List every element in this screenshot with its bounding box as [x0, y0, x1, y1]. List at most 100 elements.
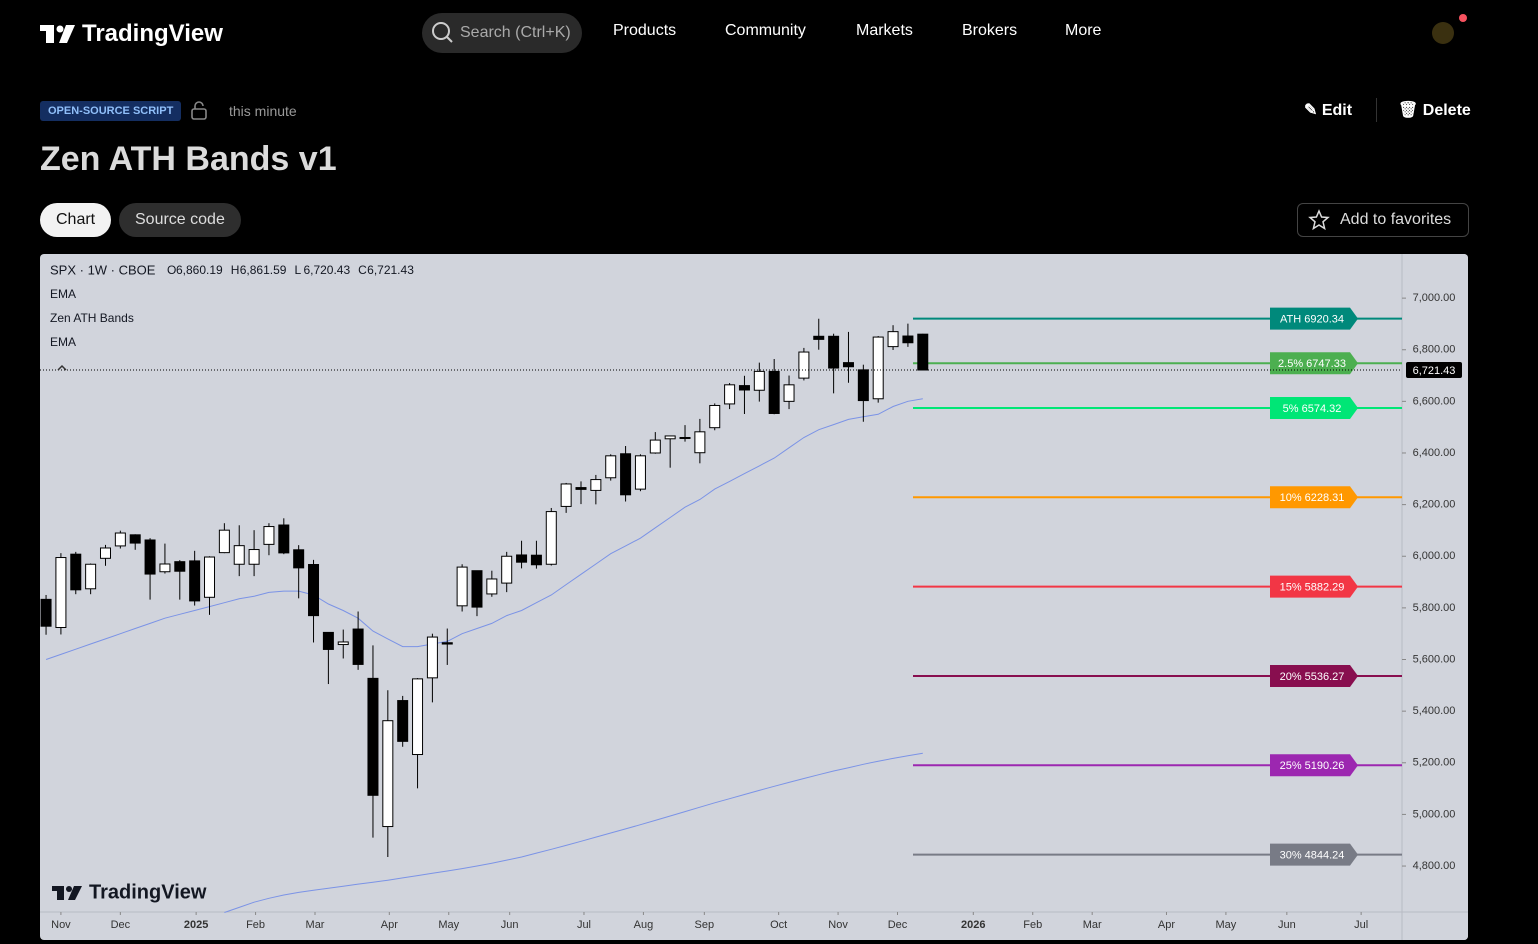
nav-item[interactable]: Markets: [856, 22, 913, 39]
y-tick-label: 5,800.00: [1413, 602, 1456, 614]
candle-body: [426, 636, 438, 679]
band-label: 20% 5536.27: [1280, 671, 1345, 683]
x-tick-label: 2025: [184, 919, 208, 931]
candle-body: [709, 404, 721, 429]
candle-body: [382, 720, 394, 828]
delete-label: Delete: [1422, 102, 1471, 119]
y-tick-label: 5,400.00: [1413, 705, 1456, 717]
candle-body: [902, 335, 914, 344]
x-tick-label: Sep: [695, 919, 715, 931]
candle-body: [441, 642, 453, 645]
candle-body: [768, 370, 780, 414]
candle-body: [813, 335, 825, 340]
logo[interactable]: TradingView: [40, 20, 223, 48]
y-tick-label: 6,800.00: [1413, 344, 1456, 356]
candle-body: [189, 560, 201, 602]
favorite-label: Add to favorites: [1340, 211, 1452, 228]
watermark: TradingView: [89, 881, 207, 903]
y-tick-label: 5,000.00: [1413, 808, 1456, 820]
band-label-box: [1270, 754, 1358, 777]
candle-body: [486, 578, 498, 595]
candle-body: [738, 385, 750, 391]
candle-body: [159, 563, 171, 573]
edit-button[interactable]: ✎ Edit: [1304, 102, 1353, 119]
candle-body: [590, 479, 602, 491]
y-tick-label: 6,400.00: [1413, 447, 1456, 459]
candle-body: [634, 455, 646, 490]
candle-body: [233, 545, 245, 565]
candle-body: [293, 549, 305, 569]
candle-body: [545, 511, 557, 565]
candle-body: [174, 561, 186, 572]
x-tick-label: Feb: [1023, 919, 1042, 931]
legend-item: Zen ATH Bands: [50, 311, 134, 325]
chart: 4,800.00 5,000.00 5,200.00 5,400.00 5,600.00…: [40, 254, 1468, 940]
candle-body: [753, 370, 765, 391]
candle-body: [694, 431, 706, 454]
x-tick-label: Oct: [770, 919, 787, 931]
x-tick-label: Jul: [1354, 919, 1368, 931]
nav-item[interactable]: Community: [725, 22, 806, 39]
search[interactable]: Search (Ctrl+K): [422, 13, 582, 53]
band-label: 2.5% 6747.33: [1278, 358, 1346, 370]
favorite-button[interactable]: Add to favorites: [1297, 203, 1469, 237]
nav-item[interactable]: Brokers: [962, 22, 1018, 39]
tab-active[interactable]: Chart: [40, 203, 112, 237]
candle-body: [530, 554, 542, 566]
candle-body: [218, 529, 230, 554]
y-tick-label: 4,800.00: [1413, 860, 1456, 872]
x-tick-label: May: [438, 919, 459, 931]
band-label-box: [1270, 396, 1358, 419]
candle-body: [367, 677, 379, 796]
candle-body: [85, 563, 97, 590]
collapse-arrow: [57, 364, 67, 371]
candle-body: [278, 524, 290, 554]
nav-item[interactable]: More: [1065, 22, 1102, 39]
x-tick-label: Feb: [246, 919, 265, 931]
candle-body: [887, 331, 899, 348]
last-price-box: [1406, 361, 1462, 378]
y-tick-label: 6,600.00: [1413, 395, 1456, 407]
candle-body: [322, 631, 334, 650]
x-tick-label: Jun: [1278, 919, 1296, 931]
x-tick-label: Jun: [501, 919, 519, 931]
candle-body: [55, 557, 67, 629]
candle-body: [412, 678, 424, 756]
tab[interactable]: Source code: [119, 203, 241, 237]
y-tick-label: 6,200.00: [1413, 499, 1456, 511]
candle-body: [724, 384, 736, 405]
x-tick-label: Apr: [1158, 919, 1175, 931]
band-label-box: [1270, 486, 1358, 509]
ohlc-key: O: [167, 263, 176, 277]
y-tick-label: 6,000.00: [1413, 550, 1456, 562]
lock-icon: [191, 101, 207, 120]
band-label-box: [1270, 575, 1358, 598]
ohlc-key: L: [294, 263, 301, 277]
candle-body: [575, 487, 587, 490]
band-label-box: [1270, 352, 1358, 375]
star-icon: [1308, 209, 1330, 231]
x-tick-label: Nov: [51, 919, 71, 931]
nav-item[interactable]: Products: [613, 22, 677, 39]
price-axis: [1402, 254, 1468, 940]
timestamp: this minute: [229, 103, 297, 119]
avatar[interactable]: [1432, 22, 1454, 44]
candle-body: [456, 566, 468, 607]
candle-body: [144, 539, 156, 575]
x-tick-label: Aug: [634, 919, 654, 931]
delete-button[interactable]: 🗑 Delete: [1398, 102, 1471, 119]
x-tick-label: Nov: [828, 919, 848, 931]
divider: [1376, 98, 1377, 122]
y-tick-label: 5,600.00: [1413, 653, 1456, 665]
band-label-box: [1270, 664, 1358, 687]
logo-text: TradingView: [82, 20, 223, 47]
legend-item: EMA: [50, 287, 76, 301]
band-label: 5% 6574.32: [1283, 403, 1342, 415]
candle-body: [337, 641, 349, 646]
candle-body: [129, 534, 141, 544]
x-tick-label: 2026: [961, 919, 985, 931]
watermark-shape: [66, 886, 72, 892]
candle-body: [828, 335, 840, 369]
legend-item: EMA: [50, 335, 76, 349]
notification-dot: [1459, 14, 1467, 22]
